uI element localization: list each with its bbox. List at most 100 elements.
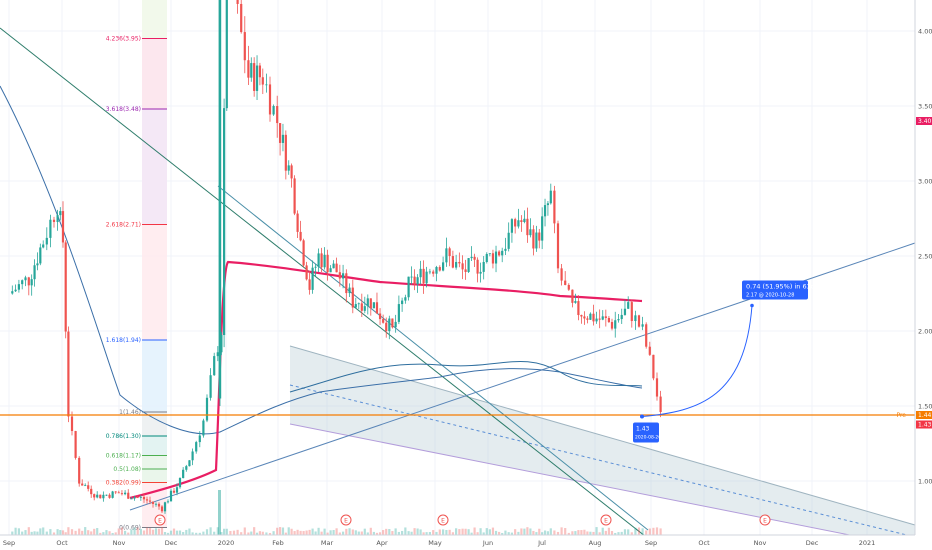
candle-body: [296, 213, 299, 232]
volume-bar: [11, 531, 14, 535]
candle-body: [102, 494, 105, 499]
volume-bar: [268, 532, 272, 535]
volume-bar: [296, 529, 299, 535]
volume-bar: [182, 532, 185, 535]
projection-tag-line2: 2.17 @ 2020-10-28: [746, 293, 794, 299]
fib-level-label: 0.5(1.08): [113, 466, 141, 473]
volume-bar: [470, 532, 473, 535]
candle-body: [360, 303, 363, 311]
time-tick-label: Oct: [698, 539, 710, 547]
candle-body: [124, 492, 127, 495]
fib-level-label: 0(0.69): [119, 525, 141, 532]
volume-bar: [535, 532, 538, 535]
candle-body: [473, 256, 476, 260]
volume-bar: [435, 531, 438, 535]
price-tick-label: 1.50: [918, 403, 932, 411]
candle-body: [268, 84, 272, 115]
volume-bar: [157, 528, 161, 535]
volume-bar: [78, 528, 81, 535]
volume-bar: [302, 531, 305, 535]
candle-body: [498, 251, 501, 256]
candle-body: [287, 165, 290, 171]
volume-bar: [265, 532, 268, 535]
volume-bar: [120, 527, 124, 535]
candle-body: [407, 276, 410, 298]
spike-body: [218, 0, 222, 399]
volume-bar: [620, 531, 623, 535]
candle-body: [178, 478, 182, 488]
volume-bar: [250, 531, 253, 535]
volume-bar: [491, 527, 495, 535]
ma-blue-2: [289, 361, 643, 393]
candle-body: [394, 321, 397, 328]
candle-body: [27, 277, 30, 286]
candle-body: [213, 356, 216, 376]
candle-body: [428, 271, 431, 273]
candle-body: [514, 219, 517, 227]
volume-bar: [523, 528, 526, 535]
volume-bar: [623, 529, 627, 535]
candle-body: [574, 301, 577, 303]
candle-body: [133, 497, 136, 499]
candle-body: [425, 271, 428, 284]
volume-bar: [191, 532, 194, 535]
candle-body: [510, 219, 514, 233]
volume-bar: [105, 530, 108, 535]
candle-body: [541, 216, 544, 241]
horizontal-lines[interactable]: TPTPPre: [0, 0, 915, 419]
candle-body: [139, 496, 142, 498]
volume-bar: [213, 531, 216, 535]
candle-body: [281, 134, 285, 143]
candle-body: [317, 253, 320, 267]
hline-price-text: 1.44: [918, 412, 932, 419]
candle-body: [592, 313, 595, 322]
price-axis[interactable]: 7.006.506.005.505.004.504.003.503.002.50…: [918, 0, 932, 550]
candle-body: [90, 488, 93, 495]
volume-bar: [108, 531, 111, 535]
candle-body: [64, 242, 67, 332]
candle-body: [87, 485, 90, 489]
current-price-tag-price: 1.43: [636, 426, 650, 433]
volume-bar: [175, 530, 179, 535]
candle-body: [363, 306, 366, 311]
volume-bar: [61, 530, 65, 535]
time-axis[interactable]: Sep Oct Nov Dec 2020 Feb Mar Apr May Jun Jul Aug Sep…: [3, 539, 875, 547]
candle-body: [326, 254, 329, 273]
volume-bar: [514, 529, 517, 535]
candle-body: [538, 232, 541, 241]
volume-bar: [49, 529, 52, 535]
volume-bar: [556, 531, 560, 535]
volume-bar: [323, 528, 326, 535]
candle-body: [284, 134, 287, 171]
candle-body: [216, 352, 219, 357]
candle-body: [388, 318, 391, 332]
volume-bar: [476, 532, 479, 535]
volume-bar: [209, 527, 212, 535]
volume-bar: [378, 532, 382, 535]
candle-body: [117, 492, 120, 494]
volume-bar: [202, 531, 205, 535]
volume-bar: [375, 532, 379, 535]
earnings-marker: [600, 514, 612, 526]
volume-bar: [64, 532, 67, 535]
candle-body: [290, 165, 293, 179]
candle-body: [357, 303, 360, 305]
volume-bar: [517, 531, 520, 535]
candle-body: [553, 190, 556, 224]
volume-bar: [225, 528, 228, 535]
regression-channel[interactable]: [289, 345, 916, 549]
candle-body: [494, 251, 498, 264]
volume-bar: [659, 528, 662, 535]
fib-zone: [142, 469, 167, 483]
candle-body: [236, 0, 239, 4]
candle-body: [526, 218, 529, 236]
volume-bar: [614, 532, 617, 535]
candle-body: [410, 276, 413, 278]
volume-bar: [127, 532, 130, 535]
candle-body: [448, 248, 451, 257]
volume-bar: [645, 530, 648, 535]
annotations[interactable]: 1.43 2020-08-26 0.74 (51.95%) in 63d 2.17 @…: [633, 280, 815, 443]
candle-body: [258, 65, 262, 78]
